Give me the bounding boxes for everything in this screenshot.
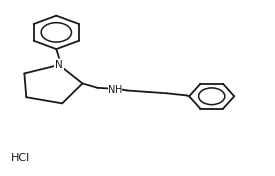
Text: HCl: HCl [11,153,30,163]
Text: H: H [114,85,122,95]
Text: N: N [108,85,116,95]
Text: N: N [55,60,63,70]
